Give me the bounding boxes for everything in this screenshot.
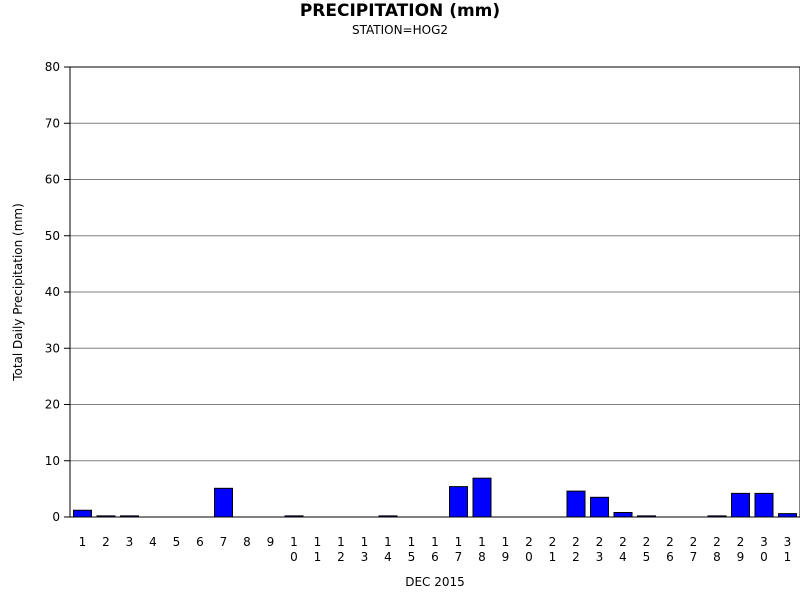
bar-day-18 [472, 477, 492, 518]
y-axis-label: Total Daily Precipitation (mm) [11, 203, 25, 382]
y-tick-label: 20 [45, 398, 60, 412]
y-tick-label: 60 [45, 173, 60, 187]
bar-day-1 [73, 509, 92, 518]
x-tick-label: 4 [149, 535, 157, 549]
x-tick-label: 8 [243, 535, 251, 549]
bar-day-24 [613, 512, 633, 518]
bar-day-31 [778, 513, 797, 518]
y-tick-label: 10 [45, 454, 60, 468]
chart-subtitle: STATION=HOG2 [351, 23, 449, 37]
bar-day-22 [566, 490, 586, 518]
y-tick-label: 0 [52, 510, 60, 524]
bar-day-29 [731, 492, 750, 518]
x-tick-label: 9 [267, 535, 275, 549]
plot-frame [69, 66, 800, 518]
y-tick-label: 50 [45, 229, 60, 243]
x-tick-label: 3 [126, 535, 134, 549]
y-tick-label: 30 [45, 341, 60, 355]
bar-day-7 [214, 487, 233, 518]
x-tick-label: 2 [102, 535, 110, 549]
bar-day-17 [449, 486, 468, 518]
bars [73, 477, 797, 518]
grid-lines [70, 66, 800, 462]
x-tick-label: 1 [79, 535, 87, 549]
x-tick-label: 6 [196, 535, 204, 549]
bar-day-30 [754, 492, 774, 518]
y-axis-ticks: 0 10 20 30 40 50 60 70 80 [45, 60, 70, 524]
bar-day-23 [590, 496, 609, 518]
x-tick-label: 7 [220, 535, 228, 549]
x-tick-label: 5 [173, 535, 181, 549]
y-tick-label: 80 [45, 60, 60, 74]
y-tick-label: 70 [45, 116, 60, 130]
chart-title: PRECIPITATION (mm) [299, 1, 501, 21]
y-tick-label: 40 [45, 285, 60, 299]
x-axis-label: DEC 2015 [405, 575, 465, 589]
x-axis-ticks: 1 2 3 4 5 6 7 8 9 1 01 11 21 31 41 51 61 71 81 92 02 12 22 32 42… [79, 535, 792, 564]
